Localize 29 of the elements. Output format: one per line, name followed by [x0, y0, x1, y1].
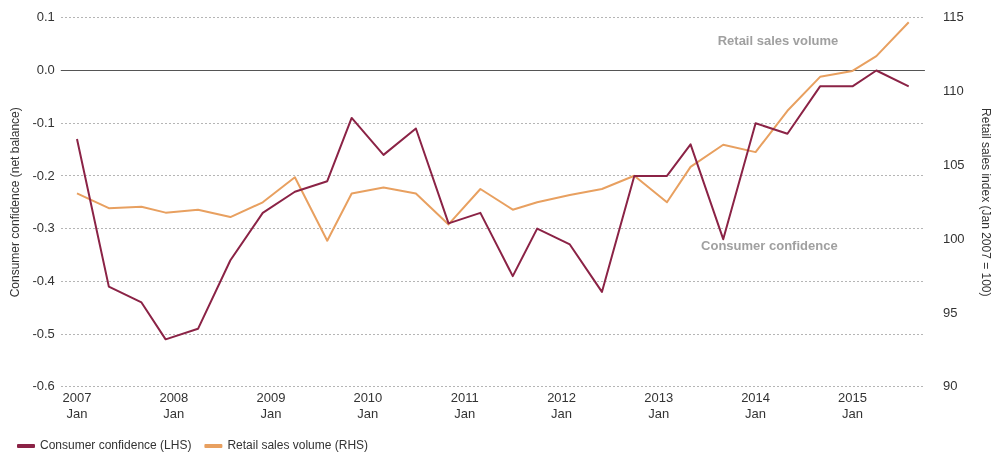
x-tick-label: 2011 Jan: [450, 390, 479, 421]
y2-tick-label: 90: [942, 378, 958, 394]
y2-tick-label: 100: [942, 230, 965, 246]
y-axis-title: Consumer confidence (net balance): [7, 107, 22, 298]
y2-tick-label: 105: [942, 156, 965, 172]
y2-tick-label: 115: [942, 9, 964, 25]
x-tick-label: 2014 Jan: [741, 390, 771, 421]
x-tick-label: 2012 Jan: [547, 390, 577, 421]
y-tick-label: -0.2: [32, 167, 55, 183]
y-tick-label: -0.1: [32, 114, 55, 130]
y-tick-label: 0.0: [36, 62, 55, 78]
x-tick-label: 2007 Jan: [62, 390, 92, 421]
legend-label: Retail sales volume (RHS): [227, 438, 369, 453]
x-tick-label: 2015 Jan: [838, 390, 867, 421]
legend-label: Consumer confidence (LHS): [40, 438, 192, 453]
y2-axis-title: Retail sales index (Jan 2007 = 100): [979, 108, 994, 297]
y-tick-label: 0.1: [36, 9, 55, 25]
y2-tick-label: 110: [942, 83, 964, 99]
y-tick-label: -0.6: [32, 378, 55, 394]
y-tick-label: -0.3: [32, 220, 55, 236]
y-tick-label: -0.5: [32, 325, 55, 341]
x-tick-label: 2008 Jan: [159, 390, 189, 421]
x-tick-label: 2010 Jan: [353, 390, 383, 421]
y-tick-label: -0.4: [32, 272, 55, 288]
y2-tick-label: 95: [942, 304, 958, 320]
annotation: Consumer confidence: [701, 238, 838, 254]
x-tick-label: 2013 Jan: [644, 390, 674, 421]
x-tick-label: 2009 Jan: [256, 390, 286, 421]
annotation: Retail sales volume: [717, 33, 839, 49]
